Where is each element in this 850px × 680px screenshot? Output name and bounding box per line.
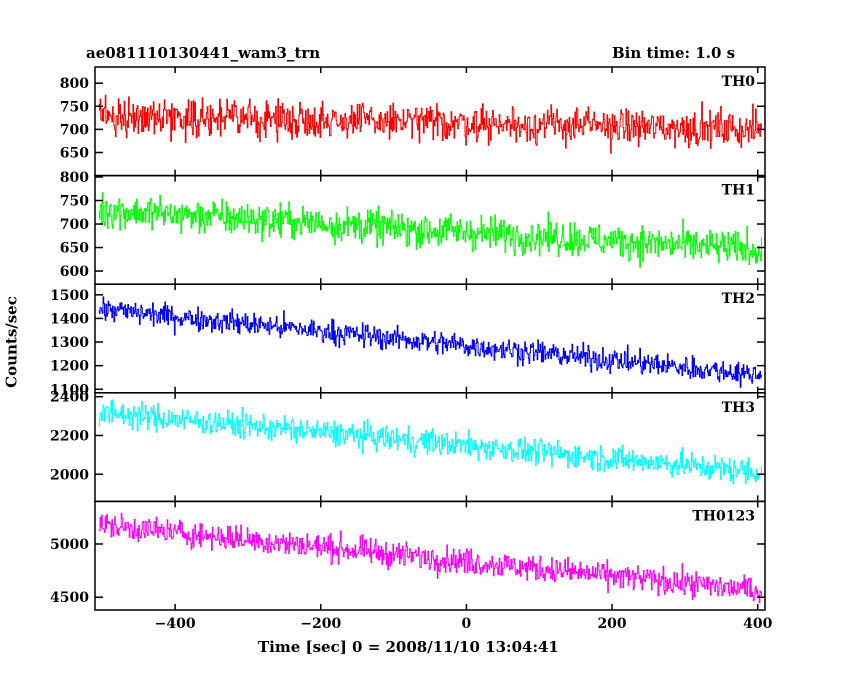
y-tick-label: 5000 [50, 537, 89, 553]
y-tick-label: 750 [60, 194, 89, 210]
y-tick-label: 1200 [50, 359, 89, 375]
y-tick-label: 800 [60, 170, 89, 186]
y-tick-label: 2000 [50, 467, 89, 483]
series-th1 [98, 192, 762, 268]
y-tick-label: 750 [60, 99, 89, 115]
y-tick-label: 1400 [50, 311, 89, 327]
bin-time-label: Bin time: 1.0 s [612, 44, 736, 62]
series-th3 [98, 399, 762, 485]
series-th2 [98, 296, 762, 388]
panel-frame-th2 [94, 283, 766, 394]
y-tick-label: 2400 [50, 390, 89, 406]
y-tick-label: 600 [60, 264, 89, 280]
y-tick-label: 700 [60, 122, 89, 138]
chart-title: ae081110130441_wam3_trn [86, 44, 321, 62]
y-tick-label: 1500 [50, 288, 89, 304]
y-axis-label: Counts/sec [2, 296, 21, 388]
y-tick-label: 650 [60, 241, 89, 257]
panel-label-th1: TH1 [722, 183, 755, 199]
x-tick-label: 400 [743, 616, 772, 632]
y-tick-label: 650 [60, 145, 89, 161]
panel-frame-th0123 [94, 500, 766, 611]
y-tick-label: 1100 [50, 382, 89, 398]
x-tick-label: 200 [597, 616, 626, 632]
x-axis-label: Time [sec] 0 = 2008/11/10 13:04:41 [258, 638, 559, 656]
series-th0 [98, 94, 762, 154]
x-tick-label: 0 [462, 616, 472, 632]
y-tick-label: 4500 [50, 590, 89, 606]
panel-frame-th1 [94, 174, 766, 285]
panel-label-th0: TH0 [722, 74, 756, 90]
y-tick-label: 1300 [50, 335, 89, 351]
panel-label-th2: TH2 [722, 291, 755, 307]
panel-label-th0123: TH0123 [692, 508, 755, 524]
x-tick-label: −400 [155, 616, 196, 632]
x-tick-label: −200 [300, 616, 341, 632]
y-tick-label: 700 [60, 217, 89, 233]
y-tick-label: 2200 [50, 428, 89, 444]
series-th0123 [98, 512, 762, 604]
y-tick-label: 800 [60, 76, 89, 92]
panel-label-th3: TH3 [722, 400, 755, 416]
